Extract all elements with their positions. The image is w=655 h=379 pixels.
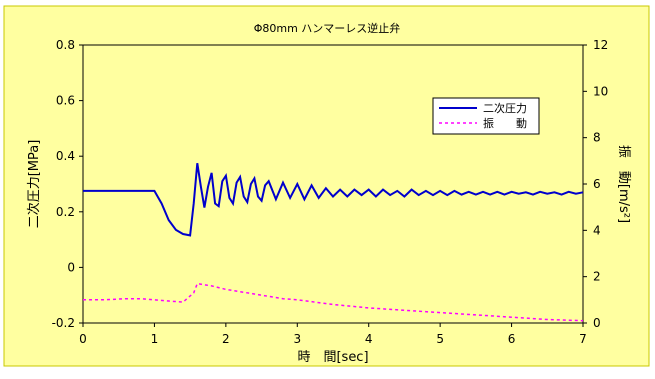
y-right-tick-label: 8 xyxy=(593,131,601,145)
y-left-tick-label: 0 xyxy=(67,260,75,274)
legend-label: 振 動 xyxy=(483,116,527,130)
series-line-vibration xyxy=(83,282,584,322)
y-right-tick-label: 10 xyxy=(593,84,608,98)
chart-title: Φ80mm ハンマーレス逆止弁 xyxy=(254,21,401,35)
y-left-axis-title: 二次圧力[MPa] xyxy=(26,140,42,229)
x-tick-label: 0 xyxy=(79,332,87,346)
y-left-tick-label: -0.2 xyxy=(52,316,75,330)
series-line-pressure xyxy=(83,163,584,237)
x-tick-label: 4 xyxy=(365,332,373,346)
y-right-tick-label: 6 xyxy=(593,177,601,191)
x-tick-label: 5 xyxy=(436,332,444,346)
x-tick-label: 6 xyxy=(508,332,516,346)
x-tick-label: 3 xyxy=(293,332,301,346)
x-axis-title: 時 間[sec] xyxy=(297,350,368,365)
y-right-tick-label: 2 xyxy=(593,270,601,284)
y-right-axis-title: 振 動[m/s²] xyxy=(616,145,631,223)
y-left-tick-label: 0.2 xyxy=(56,205,75,219)
y-left-tick-label: 0.8 xyxy=(56,38,75,52)
y-left-tick-label: 0.6 xyxy=(56,94,75,108)
x-tick-label: 7 xyxy=(579,332,587,346)
legend-label: 二次圧力 xyxy=(483,101,527,115)
x-tick-label: 2 xyxy=(222,332,230,346)
chart-background xyxy=(3,5,650,367)
legend-box xyxy=(432,97,540,135)
y-left-tick-label: 0.4 xyxy=(56,149,75,163)
y-right-tick-label: 12 xyxy=(593,38,608,52)
x-tick-label: 1 xyxy=(151,332,159,346)
y-right-tick-label: 0 xyxy=(593,316,601,330)
y-right-tick-label: 4 xyxy=(593,223,601,237)
